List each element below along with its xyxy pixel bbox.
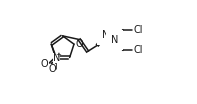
Text: +: + (56, 52, 62, 58)
Text: -: - (50, 59, 53, 65)
Text: N: N (102, 30, 109, 40)
Text: Cl: Cl (133, 45, 143, 55)
Text: O: O (48, 64, 56, 74)
Text: O: O (41, 59, 49, 69)
Text: O: O (76, 39, 84, 49)
Text: Cl: Cl (133, 25, 143, 35)
Text: N: N (53, 53, 60, 63)
Text: N: N (111, 35, 118, 45)
